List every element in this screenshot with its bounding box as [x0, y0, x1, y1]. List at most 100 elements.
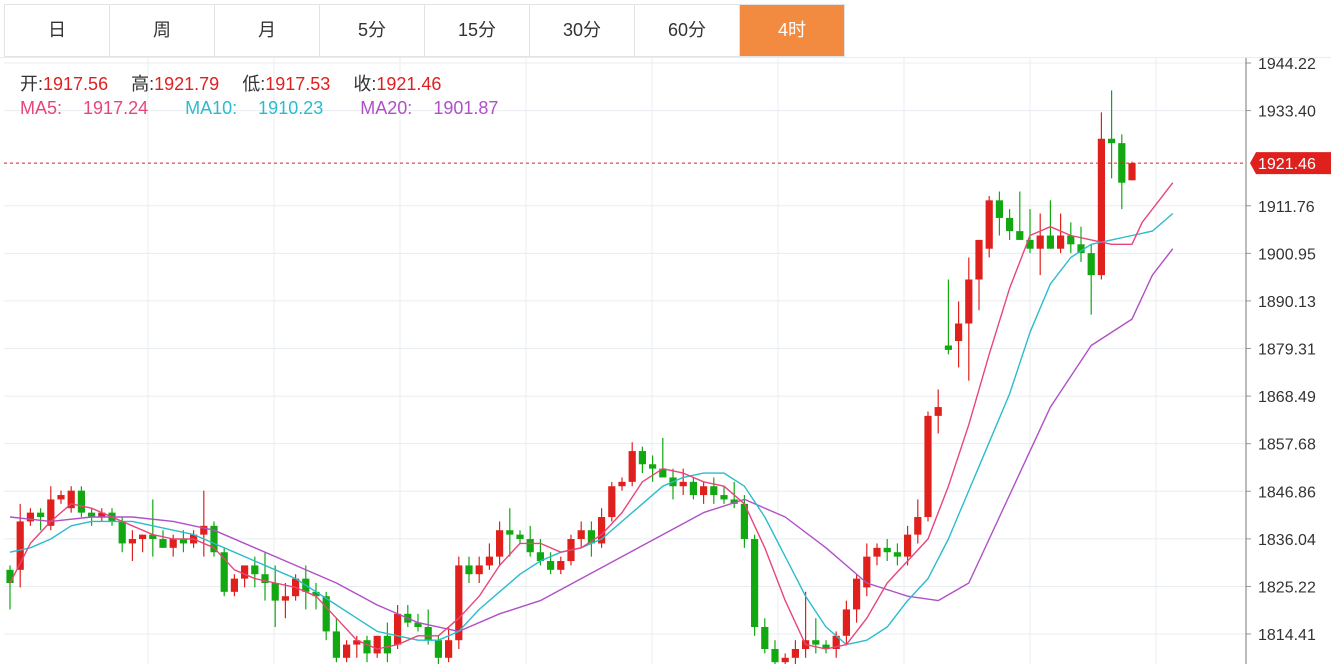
candle-body-21	[220, 552, 228, 592]
candle-body-31	[322, 596, 330, 632]
ohlc-readout: 开:1917.56 高:1921.79 低:1917.53 收:1921.46	[20, 70, 459, 96]
y-tick-label-9: 1836.04	[1258, 532, 1316, 549]
candle-body-3	[37, 512, 45, 518]
candle-body-27	[281, 596, 289, 601]
candle-body-5	[57, 495, 65, 500]
candle-body-6	[67, 490, 75, 509]
candle-body-108	[1108, 138, 1116, 144]
ma10-value: 1910.23	[258, 98, 324, 118]
candle-body-8	[88, 512, 96, 518]
candle-body-50	[516, 534, 524, 540]
candle-body-25	[261, 574, 269, 584]
candle-body-46	[475, 565, 483, 575]
candle-body-76	[781, 657, 789, 663]
tab-4[interactable]: 15分	[425, 5, 530, 56]
ma20-readout: MA20: 1901.87	[360, 98, 514, 118]
candle-body-80	[822, 644, 830, 649]
candle-body-33	[343, 644, 351, 658]
candlestick-chart[interactable]: 1944.22 1933.40 1911.76 1900.95 1890.13 1879.…	[0, 58, 1331, 664]
ma20-label: MA20:	[360, 98, 413, 118]
y-tick-label-1: 1933.40	[1258, 104, 1316, 121]
candle-body-64	[659, 468, 667, 478]
candle-body-1	[16, 521, 24, 570]
candle-body-87	[893, 552, 901, 557]
candle-body-17	[179, 539, 187, 544]
candle-body-90	[924, 415, 932, 518]
open-label: 开:	[20, 74, 44, 94]
candle-body-12	[128, 539, 136, 544]
high-value: 1921.79	[154, 74, 220, 94]
y-tick-label-11: 1814.41	[1258, 627, 1316, 644]
candle-body-11	[118, 521, 126, 544]
tabs-divider	[0, 57, 1331, 58]
tab-0[interactable]: 日	[5, 5, 110, 56]
candle-body-49	[506, 530, 514, 535]
current-price-label: 1921.46	[1258, 156, 1316, 173]
tab-5[interactable]: 30分	[530, 5, 635, 56]
candle-body-23	[241, 565, 249, 579]
candle-body-71	[730, 499, 738, 504]
ma5-readout: MA5: 1917.24	[20, 98, 164, 118]
ma5-label: MA5:	[20, 98, 63, 118]
candle-body-7	[77, 490, 85, 513]
candle-body-41	[424, 627, 432, 641]
candle-body-22	[230, 578, 238, 592]
candle-body-34	[353, 640, 361, 645]
candle-body-48	[496, 530, 504, 557]
candle-body-24	[251, 565, 259, 575]
candle-body-110	[1128, 163, 1136, 181]
candle-body-38	[394, 613, 402, 645]
candle-body-100	[1026, 239, 1034, 249]
tab-3[interactable]: 5分	[320, 5, 425, 56]
candle-body-103	[1057, 235, 1065, 249]
candle-body-15	[159, 539, 167, 548]
ma10-line	[9, 212, 1174, 646]
y-tick-label-0: 1944.22	[1258, 58, 1316, 73]
candle-body-32	[332, 631, 340, 658]
candle-body-73	[751, 539, 759, 628]
close-label: 收:	[353, 74, 377, 94]
candle-body-20	[210, 525, 218, 553]
candle-body-97	[995, 200, 1003, 218]
period-tabs: 日周月 5分 15分 30分 60分 4时	[4, 4, 845, 57]
ma5-line	[9, 182, 1174, 650]
tab-1[interactable]: 周	[110, 5, 215, 56]
candle-body-30	[312, 591, 320, 597]
candle-body-106	[1087, 253, 1095, 276]
candle-body-53	[547, 561, 555, 570]
candle-body-45	[465, 565, 473, 575]
candle-body-2	[26, 512, 34, 522]
candle-body-89	[914, 517, 922, 535]
candle-body-66	[679, 481, 687, 487]
candle-body-92	[944, 345, 952, 350]
candle-body-75	[771, 648, 779, 663]
ma5-value: 1917.24	[83, 98, 149, 118]
ma10-readout: MA10: 1910.23	[185, 98, 339, 118]
tab-7[interactable]: 4时	[740, 5, 845, 56]
candle-body-0	[6, 569, 14, 584]
candle-body-42	[434, 640, 442, 658]
candle-body-79	[812, 640, 820, 645]
candle-body-83	[853, 578, 861, 610]
candle-body-95	[975, 239, 983, 280]
candle-body-43	[445, 640, 453, 658]
candle-body-51	[526, 539, 534, 553]
y-tick-label-7: 1857.68	[1258, 437, 1316, 454]
tab-6[interactable]: 60分	[635, 5, 740, 56]
tab-2[interactable]: 月	[215, 5, 320, 56]
low-label: 低:	[242, 74, 266, 94]
candle-body-13	[139, 534, 147, 540]
candle-body-58	[598, 517, 606, 544]
high-label: 高:	[131, 74, 155, 94]
candle-body-62	[638, 451, 646, 465]
current-price-tag	[1250, 152, 1331, 175]
candle-body-94	[965, 279, 973, 324]
candle-body-77	[791, 648, 799, 658]
ma20-line	[9, 248, 1174, 633]
candle-body-99	[1016, 231, 1024, 240]
candle-body-101	[1036, 235, 1044, 249]
candle-body-19	[200, 525, 208, 535]
candle-body-52	[536, 552, 544, 562]
candle-body-69	[710, 486, 718, 496]
candle-body-60	[618, 481, 626, 487]
